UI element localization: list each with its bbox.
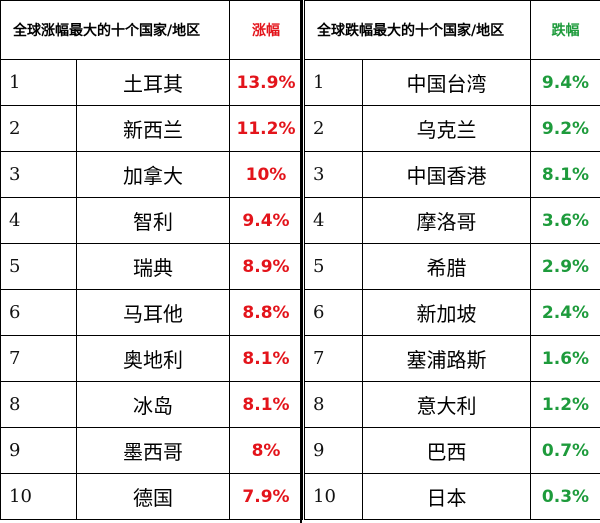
losers-rank-cell: 5 [304, 243, 363, 290]
losers-row: 1 中国台湾 9.4% [304, 59, 600, 106]
losers-country-cell: 乌克兰 [362, 105, 531, 152]
losers-country-cell: 摩洛哥 [362, 197, 531, 244]
gainers-row: 4 智利 9.4% [0, 197, 303, 244]
gainers-change-cell: 7.9% [229, 473, 303, 520]
losers-rank-cell: 10 [304, 473, 363, 520]
gainers-change-cell: 8.1% [229, 335, 303, 382]
table-divider [300, 0, 302, 523]
losers-row: 2 乌克兰 9.2% [304, 105, 600, 152]
losers-table: 全球跌幅最大的十个国家/地区 跌幅 1 中国台湾 9.4% 2 乌克兰 9.2% 3 中国香港… [304, 0, 600, 520]
losers-country-cell: 意大利 [362, 381, 531, 428]
losers-row: 5 希腊 2.9% [304, 243, 600, 290]
gainers-row: 8 冰岛 8.1% [0, 381, 303, 428]
gainers-rank-cell: 2 [0, 105, 77, 152]
losers-row: 3 中国香港 8.1% [304, 151, 600, 198]
losers-change-cell: 9.2% [530, 105, 600, 152]
gainers-change-cell: 8.1% [229, 381, 303, 428]
losers-rank-cell: 4 [304, 197, 363, 244]
losers-country-cell: 塞浦路斯 [362, 335, 531, 382]
losers-rank-cell: 3 [304, 151, 363, 198]
gainers-country-cell: 智利 [76, 197, 230, 244]
losers-change-cell: 2.9% [530, 243, 600, 290]
gainers-rank-cell: 10 [0, 473, 77, 520]
gainers-rank-cell: 1 [0, 59, 77, 106]
gainers-rank-cell: 6 [0, 289, 77, 336]
gainers-country-cell: 土耳其 [76, 59, 230, 106]
gainers-rank-cell: 5 [0, 243, 77, 290]
gainers-change-cell: 8.9% [229, 243, 303, 290]
losers-country-cell: 中国香港 [362, 151, 531, 198]
gainers-change-cell: 8% [229, 427, 303, 474]
gainers-header-change: 涨幅 [229, 0, 303, 60]
losers-change-cell: 2.4% [530, 289, 600, 336]
gainers-rank-cell: 9 [0, 427, 77, 474]
losers-change-cell: 3.6% [530, 197, 600, 244]
gainers-row: 1 土耳其 13.9% [0, 59, 303, 106]
gainers-rank-cell: 4 [0, 197, 77, 244]
gainers-country-cell: 德国 [76, 473, 230, 520]
gainers-row: 7 奥地利 8.1% [0, 335, 303, 382]
losers-country-cell: 日本 [362, 473, 531, 520]
losers-rank-cell: 2 [304, 105, 363, 152]
gainers-row: 6 马耳他 8.8% [0, 289, 303, 336]
gainers-rank-cell: 8 [0, 381, 77, 428]
gainers-country-cell: 马耳他 [76, 289, 230, 336]
losers-change-cell: 1.6% [530, 335, 600, 382]
losers-row: 4 摩洛哥 3.6% [304, 197, 600, 244]
gainers-change-cell: 9.4% [229, 197, 303, 244]
gainers-country-cell: 奥地利 [76, 335, 230, 382]
losers-row: 9 巴西 0.7% [304, 427, 600, 474]
gainers-change-cell: 13.9% [229, 59, 303, 106]
losers-country-cell: 中国台湾 [362, 59, 531, 106]
gainers-row: 3 加拿大 10% [0, 151, 303, 198]
losers-country-cell: 巴西 [362, 427, 531, 474]
losers-header-title: 全球跌幅最大的十个国家/地区 [304, 0, 531, 60]
losers-row: 8 意大利 1.2% [304, 381, 600, 428]
gainers-country-cell: 冰岛 [76, 381, 230, 428]
losers-rank-cell: 8 [304, 381, 363, 428]
gainers-country-cell: 加拿大 [76, 151, 230, 198]
gainers-row: 5 瑞典 8.9% [0, 243, 303, 290]
gainers-header-title: 全球涨幅最大的十个国家/地区 [0, 0, 230, 60]
gainers-rank-cell: 3 [0, 151, 77, 198]
gainers-table: 全球涨幅最大的十个国家/地区 涨幅 1 土耳其 13.9% 2 新西兰 11.2% 3 加拿大… [0, 0, 303, 520]
losers-row: 6 新加坡 2.4% [304, 289, 600, 336]
losers-header-row: 全球跌幅最大的十个国家/地区 跌幅 [304, 0, 600, 60]
losers-change-cell: 8.1% [530, 151, 600, 198]
losers-row: 10 日本 0.3% [304, 473, 600, 520]
losers-rank-cell: 6 [304, 289, 363, 336]
gainers-rank-cell: 7 [0, 335, 77, 382]
gainers-row: 10 德国 7.9% [0, 473, 303, 520]
gainers-header-row: 全球涨幅最大的十个国家/地区 涨幅 [0, 0, 303, 60]
losers-change-cell: 9.4% [530, 59, 600, 106]
losers-rank-cell: 1 [304, 59, 363, 106]
gainers-change-cell: 8.8% [229, 289, 303, 336]
losers-change-cell: 1.2% [530, 381, 600, 428]
losers-header-change: 跌幅 [530, 0, 600, 60]
gainers-change-cell: 11.2% [229, 105, 303, 152]
losers-row: 7 塞浦路斯 1.6% [304, 335, 600, 382]
gainers-country-cell: 瑞典 [76, 243, 230, 290]
gainers-country-cell: 新西兰 [76, 105, 230, 152]
losers-rank-cell: 9 [304, 427, 363, 474]
losers-country-cell: 新加坡 [362, 289, 531, 336]
gainers-change-cell: 10% [229, 151, 303, 198]
gainers-row: 2 新西兰 11.2% [0, 105, 303, 152]
gainers-country-cell: 墨西哥 [76, 427, 230, 474]
losers-change-cell: 0.3% [530, 473, 600, 520]
gainers-row: 9 墨西哥 8% [0, 427, 303, 474]
losers-change-cell: 0.7% [530, 427, 600, 474]
losers-rank-cell: 7 [304, 335, 363, 382]
losers-country-cell: 希腊 [362, 243, 531, 290]
